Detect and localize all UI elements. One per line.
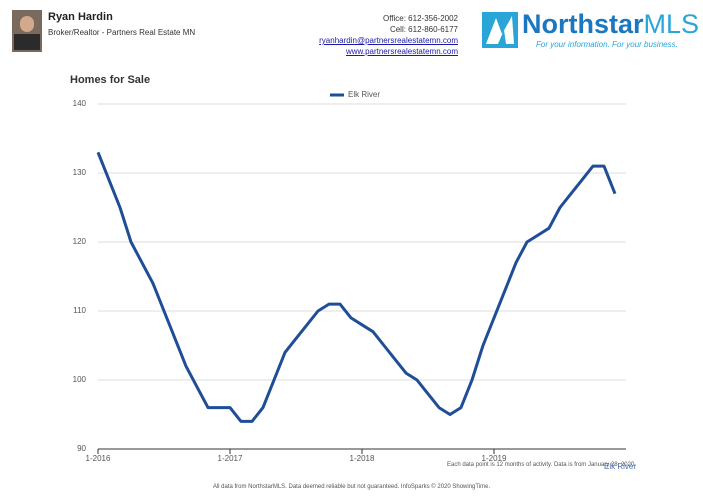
y-tick-label: 100 [73,375,87,384]
y-tick-label: 90 [77,444,86,453]
logo-tagline: For your information. For your business. [536,40,678,49]
footer: All data from NorthstarMLS. Data deemed … [212,484,491,490]
x-tick-label: 1-2017 [218,454,243,463]
x-tick-label: 1-2016 [86,454,111,463]
y-tick-label: 130 [73,168,87,177]
agent-photo [12,10,42,52]
cell-phone: Cell: 612-860-6177 [389,25,458,34]
logo-name: Northstar [522,9,644,39]
chart-note: Each data point is 12 months of activity… [447,462,636,468]
x-tick-label: 1-2018 [350,454,375,463]
y-tick-label: 120 [73,237,87,246]
chart-title: Homes for Sale [70,74,151,86]
y-tick-label: 140 [73,99,87,108]
contact-block: Office: 612-356-2002 Cell: 612-860-6177 … [270,13,458,57]
logo-suffix: MLS [643,9,700,39]
email-link[interactable]: ryanhardin@partnersrealestatemn.com [319,36,458,45]
logo-icon [482,12,518,48]
agent-name: Ryan Hardin [48,11,113,23]
area-label: Elk River [604,462,636,471]
series-line [96,151,617,423]
website-link[interactable]: www.partnersrealestatemn.com [345,47,458,56]
y-tick-label: 110 [73,306,86,315]
x-tick-label: 1-2019 [482,454,507,463]
office-phone: Office: 612-356-2002 [382,14,458,23]
agent-role: Broker/Realtor - Partners Real Estate MN [48,28,196,37]
logo-text: NorthstarMLS [522,9,699,40]
legend-label: Elk River [348,90,380,99]
